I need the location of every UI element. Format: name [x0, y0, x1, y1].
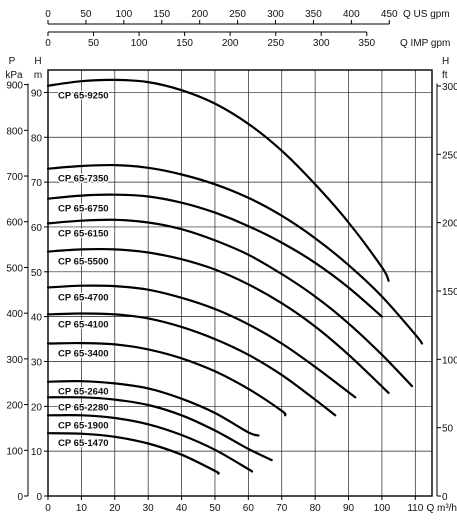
p-kpa-tick-label: 400 — [6, 309, 23, 320]
us-gpm-tick-label: 400 — [343, 9, 360, 20]
axes-layer: 0 10 20 30 40 50 60 70 80 90 100 110 Q m³/h010203040… — [5, 9, 457, 514]
us-gpm-tick-label: 50 — [80, 9, 92, 20]
x-tick-label: 110 — [407, 503, 423, 514]
p-kpa-tick-label: 500 — [6, 263, 23, 274]
x-axis-unit-label: Q m³/h — [426, 503, 457, 514]
h-ft-tick-label: 0 — [442, 492, 448, 503]
us-gpm-tick-label: 150 — [153, 9, 170, 20]
curves-layer — [46, 78, 424, 475]
h-m-tick-label: 30 — [31, 357, 43, 368]
curve-label-cp-65-3400: CP 65-3400 — [58, 349, 109, 360]
p-kpa-tick-label: 300 — [6, 355, 23, 366]
us-gpm-tick-label: 300 — [267, 9, 284, 20]
x-tick-label: 30 — [143, 503, 155, 514]
h-ft-tick-label: 250 — [442, 150, 457, 161]
us-gpm-tick-label: 100 — [115, 9, 132, 20]
x-tick-label: 70 — [276, 503, 288, 514]
p-kpa-tick-label: 600 — [6, 218, 23, 229]
p-kpa-axis-unit-top: P — [9, 56, 16, 67]
h-m-tick-label: 70 — [31, 178, 43, 189]
h-m-axis-unit-bottom: m — [34, 70, 42, 81]
curve-cp-65-4700 — [46, 284, 357, 399]
h-m-tick-label: 10 — [31, 447, 43, 458]
curve-cp-65-3400 — [46, 341, 287, 417]
curve-label-cp-65-6150: CP 65-6150 — [58, 228, 109, 239]
x-tick-label: 90 — [343, 503, 355, 514]
curve-label-cp-65-7350: CP 65-7350 — [58, 174, 109, 185]
imp-gpm-unit-label: Q IMP gpm — [400, 38, 450, 49]
imp-gpm-tick-label: 250 — [267, 38, 284, 49]
imp-gpm-tick-label: 200 — [222, 38, 239, 49]
h-m-tick-label: 90 — [31, 88, 43, 99]
p-kpa-tick-label: 100 — [6, 446, 23, 457]
p-kpa-axis-unit-bottom: kPa — [5, 70, 23, 81]
h-ft-tick-label: 50 — [442, 424, 454, 435]
us-gpm-tick-label: 250 — [229, 9, 246, 20]
us-gpm-tick-label: 0 — [45, 9, 51, 20]
x-tick-label: 10 — [76, 503, 88, 514]
h-m-tick-label: 20 — [31, 402, 43, 413]
curve-label-cp-65-6750: CP 65-6750 — [58, 204, 109, 215]
curve-cp-65-9250 — [46, 78, 390, 282]
h-ft-tick-label: 150 — [442, 287, 457, 298]
curve-label-cp-65-1900: CP 65-1900 — [58, 420, 109, 431]
curve-label-cp-65-9250: CP 65-9250 — [58, 91, 109, 102]
curve-cp-65-2640 — [46, 380, 260, 437]
h-ft-axis-unit-bottom: ft — [442, 70, 448, 81]
x-tick-label: 100 — [374, 503, 391, 514]
curve-cp-65-1900 — [46, 413, 254, 473]
curve-cp-65-7350 — [46, 163, 424, 345]
x-tick-label: 50 — [209, 503, 221, 514]
x-tick-label: 0 — [45, 503, 51, 514]
p-kpa-tick-label: 0 — [17, 492, 23, 503]
curve-label-cp-65-2640: CP 65-2640 — [58, 387, 109, 398]
imp-gpm-tick-label: 300 — [313, 38, 330, 49]
curve-label-cp-65-4700: CP 65-4700 — [58, 292, 109, 303]
p-kpa-tick-label: 800 — [6, 126, 23, 137]
x-tick-label: 40 — [176, 503, 188, 514]
h-m-tick-label: 60 — [31, 223, 43, 234]
imp-gpm-tick-label: 100 — [131, 38, 148, 49]
us-gpm-tick-label: 450 — [381, 9, 398, 20]
h-m-tick-label: 0 — [36, 492, 42, 503]
curve-cp-65-1470 — [46, 432, 220, 475]
p-kpa-tick-label: 900 — [6, 81, 23, 92]
h-ft-tick-label: 100 — [442, 355, 457, 366]
h-ft-tick-label: 300 — [442, 82, 457, 93]
imp-gpm-tick-label: 150 — [176, 38, 193, 49]
curve-label-cp-65-2280: CP 65-2280 — [58, 402, 109, 413]
h-m-tick-label: 80 — [31, 133, 43, 144]
labels-layer: CP 65-9250 CP 65-7350 CP 65-6750 CP 65-6150… — [57, 89, 110, 450]
us-gpm-unit-label: Q US gpm — [403, 9, 450, 20]
curve-cp-65-4100 — [46, 312, 337, 417]
imp-gpm-tick-label: 0 — [45, 38, 51, 49]
curve-cp-65-5500 — [46, 247, 390, 394]
imp-gpm-tick-label: 350 — [358, 38, 375, 49]
x-tick-label: 60 — [243, 503, 255, 514]
curve-label-cp-65-1470: CP 65-1470 — [58, 438, 109, 449]
h-ft-axis-unit-top: H — [442, 56, 449, 67]
curve-label-cp-65-5500: CP 65-5500 — [58, 257, 109, 268]
us-gpm-tick-label: 200 — [191, 9, 208, 20]
p-kpa-tick-label: 200 — [6, 401, 23, 412]
imp-gpm-tick-label: 50 — [88, 38, 100, 49]
grid-layer — [48, 70, 432, 496]
h-m-tick-label: 40 — [31, 313, 43, 324]
h-ft-tick-label: 200 — [442, 219, 457, 230]
x-tick-label: 20 — [109, 503, 121, 514]
curve-cp-65-6150 — [46, 218, 414, 388]
us-gpm-tick-label: 350 — [305, 9, 322, 20]
curve-label-cp-65-4100: CP 65-4100 — [58, 319, 109, 330]
x-tick-label: 80 — [310, 503, 322, 514]
h-m-tick-label: 50 — [31, 268, 43, 279]
curve-cp-65-2280 — [46, 396, 273, 462]
p-kpa-tick-label: 700 — [6, 172, 23, 183]
h-m-axis-unit-top: H — [34, 56, 41, 67]
plot-frame — [47, 69, 433, 497]
curve-cp-65-6750 — [46, 193, 383, 318]
